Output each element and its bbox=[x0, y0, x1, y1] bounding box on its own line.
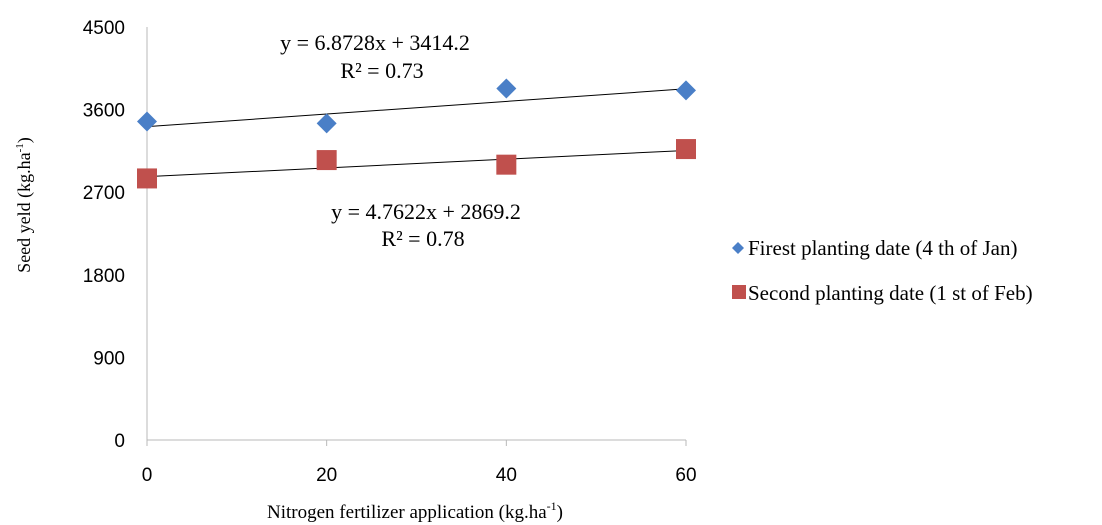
x-tick-label: 40 bbox=[496, 465, 517, 486]
x-axis-title: Nitrogen fertilizer application (kg.ha-1… bbox=[267, 499, 563, 523]
legend-diamond-swatch bbox=[732, 242, 744, 254]
y-tick-label: 900 bbox=[93, 348, 125, 369]
y-tick-label: 3600 bbox=[83, 101, 125, 122]
series-2-trendline bbox=[146, 149, 687, 178]
axes: 0 900 1800 2700 3600 4500 0 20 40 60 bbox=[83, 18, 697, 486]
series-2-r2: R² = 0.78 bbox=[381, 226, 464, 251]
y-axis-title: Seed yeld (kg.ha-1) bbox=[14, 137, 35, 273]
y-axis-title-sup: -1 bbox=[14, 143, 26, 152]
series-1-diamond-point bbox=[676, 80, 696, 101]
legend-item-label: Second planting date (1 st of Feb) bbox=[748, 281, 1033, 305]
series-2-square-point bbox=[496, 154, 517, 175]
legend: Firest planting date (4 th of Jan) Second… bbox=[732, 236, 1033, 305]
x-axis-title-main: Nitrogen fertilizer application (kg.ha bbox=[267, 502, 547, 523]
series-1-diamond-point bbox=[137, 111, 157, 132]
y-axis-title-main: Seed yeld (kg.ha bbox=[14, 152, 35, 272]
x-axis-title-sup: -1 bbox=[547, 499, 557, 513]
trendline-annotations: y = 6.8728x + 3414.2 R² = 0.73 y = 4.762… bbox=[280, 30, 521, 251]
series-2-square-point bbox=[676, 139, 696, 160]
legend-item-label: Firest planting date (4 th of Jan) bbox=[748, 236, 1017, 260]
series-1-trendline bbox=[146, 88, 687, 128]
series-2-equation: y = 4.7622x + 2869.2 bbox=[331, 199, 521, 224]
y-tick-label: 4500 bbox=[83, 18, 125, 39]
x-tick-label: 60 bbox=[675, 465, 696, 486]
trendlines bbox=[146, 88, 687, 178]
series-1-r2: R² = 0.73 bbox=[340, 58, 423, 83]
data-markers bbox=[137, 78, 696, 189]
series-1-diamond-point bbox=[496, 78, 517, 99]
y-tick-label: 1800 bbox=[83, 266, 125, 287]
series-1-equation: y = 6.8728x + 3414.2 bbox=[280, 30, 470, 55]
y-axis-title-end: ) bbox=[14, 137, 35, 143]
x-tick-label: 20 bbox=[316, 465, 337, 486]
x-axis-title-end: ) bbox=[557, 502, 563, 523]
legend-square-swatch bbox=[732, 285, 746, 299]
series-2-square-point bbox=[316, 150, 337, 171]
y-tick-label: 0 bbox=[114, 431, 125, 452]
x-tick-label: 0 bbox=[142, 465, 153, 486]
series-1-diamond-point bbox=[316, 113, 337, 134]
y-tick-label: 2700 bbox=[83, 183, 125, 204]
series-2-square-point bbox=[137, 168, 157, 189]
